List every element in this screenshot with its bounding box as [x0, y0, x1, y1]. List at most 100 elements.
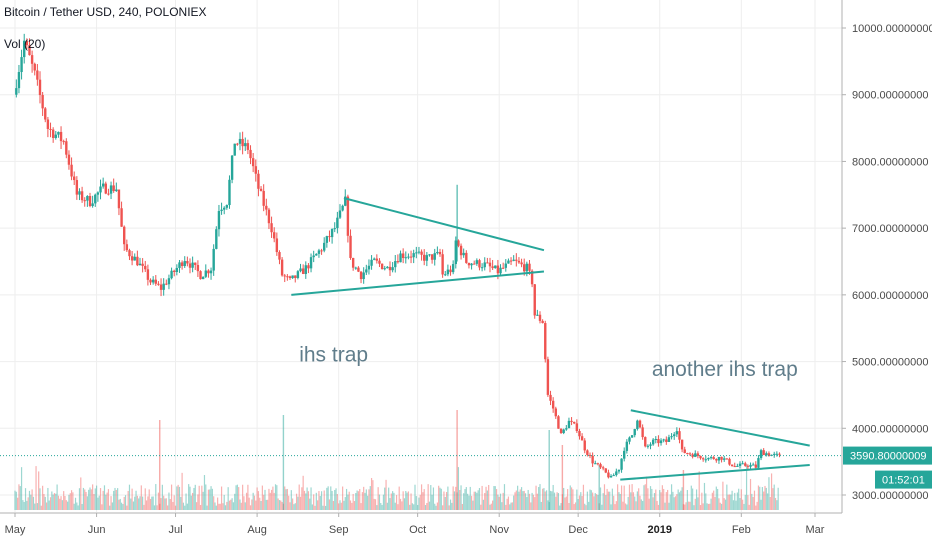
volume-bar	[444, 496, 446, 510]
volume-bar	[570, 487, 573, 510]
volume-bar	[413, 504, 415, 510]
volume-bar	[642, 500, 644, 510]
volume-bar	[653, 493, 656, 510]
volume-bar	[213, 496, 215, 510]
candle-body	[59, 131, 63, 142]
current-price-badge[interactable]	[843, 446, 932, 465]
volume-bar	[422, 492, 424, 510]
candle-body	[238, 138, 242, 144]
trendline[interactable]	[291, 270, 545, 296]
volume-bar	[652, 497, 654, 510]
volume-bar	[74, 497, 77, 510]
volume-bar	[643, 485, 645, 510]
candle-body	[454, 240, 457, 265]
volume-bar	[418, 497, 420, 510]
volume-bar	[613, 495, 615, 510]
candle-body	[473, 263, 476, 265]
volume-bar	[592, 492, 594, 510]
candle-body	[480, 267, 484, 269]
candle-body	[307, 265, 310, 269]
volume-bar	[417, 504, 419, 510]
volume-bar	[526, 497, 528, 510]
volume-bar	[534, 497, 536, 510]
candle-body	[109, 185, 113, 194]
candle-body	[525, 263, 529, 272]
volume-bar	[755, 505, 757, 510]
volume-indicator-label[interactable]: Vol (20)	[4, 37, 46, 51]
volume-bar	[655, 489, 657, 510]
candle-body	[359, 271, 363, 280]
volume-bar	[257, 491, 260, 510]
candle-body	[636, 420, 639, 430]
trendlines[interactable]	[291, 197, 810, 481]
candle-body	[459, 245, 463, 256]
candle-body	[559, 428, 563, 434]
volume-bar	[98, 495, 100, 510]
candle-body	[144, 265, 147, 270]
volume-bar	[14, 490, 16, 510]
volume-bar	[31, 489, 33, 510]
volume-bar	[52, 494, 54, 510]
candle-body	[594, 463, 597, 465]
candle-body	[57, 131, 60, 135]
candle-body	[283, 275, 286, 277]
volume-bar	[647, 488, 649, 510]
volume-bar	[324, 505, 327, 510]
volume-bar	[661, 485, 663, 510]
volume-bar	[481, 485, 483, 510]
volume-bar	[265, 499, 267, 510]
countdown-label: 01:52:01	[882, 475, 925, 487]
candle-body	[267, 209, 271, 224]
volume-bar	[274, 484, 277, 510]
candle-body	[617, 469, 621, 472]
volume-bar	[567, 489, 569, 510]
time-axis-background	[0, 513, 842, 550]
volume-bar	[126, 505, 128, 510]
current-price-label: 3590.80000009	[850, 451, 926, 463]
candle-body	[41, 95, 44, 109]
candle-body	[688, 453, 692, 455]
volume-bar	[220, 486, 223, 510]
volume-bar	[164, 498, 166, 510]
volume-bar	[681, 487, 683, 510]
volume-bar	[111, 502, 113, 510]
volume-bar	[240, 502, 242, 510]
volume-bar	[372, 480, 374, 510]
volume-bar	[24, 488, 27, 510]
price-axis[interactable]: 10000.00000000 9000.00000000 8000.00000000…	[841, 0, 932, 550]
volume-bar	[40, 505, 42, 510]
time-axis[interactable]: May Jun Jul Aug Sep Oct Nov Dec 2019 Feb Mar	[0, 512, 842, 550]
volume-bar	[170, 484, 173, 510]
volume-bar	[568, 503, 570, 510]
volume-bar	[28, 490, 31, 510]
volume-bar	[347, 494, 349, 510]
volume-bar	[589, 489, 591, 510]
trendline[interactable]	[620, 463, 810, 481]
candle-body	[528, 263, 531, 271]
volume-bar	[222, 503, 224, 510]
candle-body	[104, 183, 107, 194]
candle-body	[420, 251, 423, 255]
candle-body	[217, 211, 221, 230]
volume-bar	[242, 484, 244, 510]
volume-bar	[89, 487, 91, 510]
volume-bar	[664, 502, 666, 510]
volume-bar	[574, 502, 577, 510]
candle-body	[562, 429, 565, 434]
volume-bar	[535, 485, 537, 510]
volume-bar	[252, 492, 254, 510]
candle-body	[225, 205, 229, 208]
volume-bar	[139, 496, 141, 510]
volume-bar	[478, 488, 481, 510]
volume-bar	[493, 486, 495, 510]
volume-bar	[195, 502, 198, 510]
trendline[interactable]	[343, 197, 545, 252]
volume-bar	[86, 496, 88, 510]
trendline[interactable]	[630, 409, 810, 447]
volume-bar	[319, 495, 321, 510]
candle-body	[551, 400, 555, 409]
price-tick-label: 4000.00000000	[852, 423, 928, 435]
volume-bar	[369, 486, 371, 510]
candle-body	[157, 283, 160, 285]
